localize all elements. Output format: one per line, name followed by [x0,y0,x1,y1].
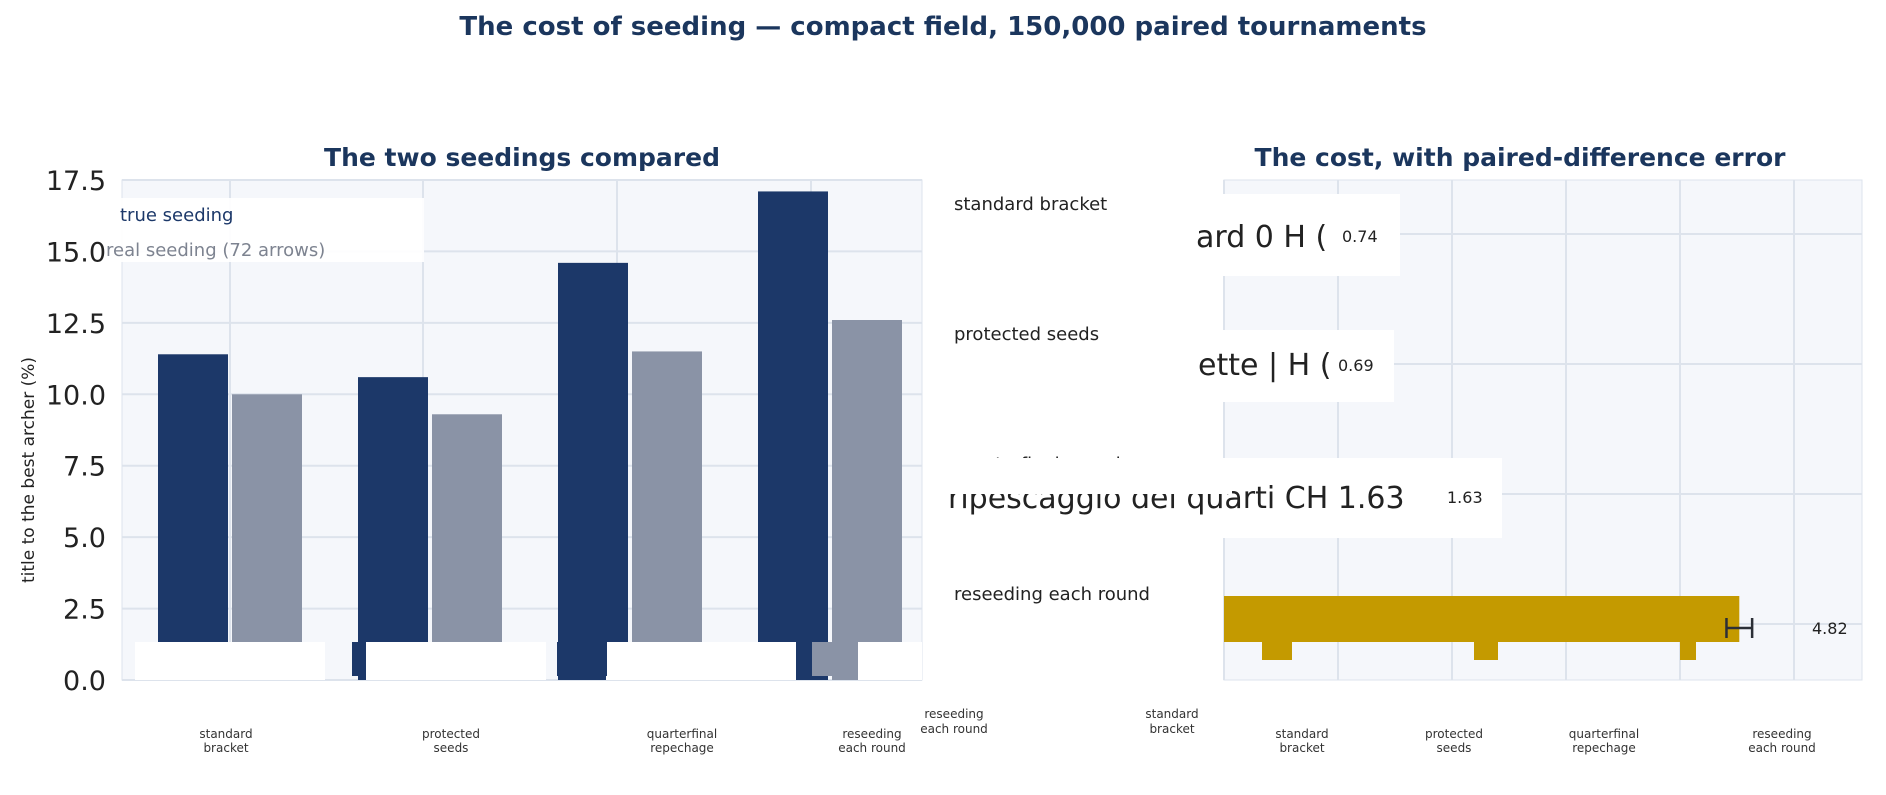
overlay-label-standard: ard 0 H ( [1196,220,1327,255]
left-occluder [606,642,796,680]
left-ytick-label: 5.0 [63,523,106,554]
overlay-label-box [1190,330,1394,402]
bar-real-seeding [232,394,302,680]
right-row-label: standard bracket [954,194,1107,215]
left-ytick-label: 10.0 [46,380,106,411]
left-category-label: reseeding each round [838,727,906,755]
cost-bar-stub [1474,642,1498,660]
cost-bar-stub [1680,642,1696,660]
right-category-label: protected seeds [1425,727,1483,755]
left-bar-stub [557,642,607,676]
cost-bar-reseeding [1224,596,1740,642]
stray-label: reseeding each round [920,707,988,736]
bar-true-seeding [358,377,428,680]
bar-true-seeding [158,354,228,680]
left-ytick-label: 17.5 [46,166,106,197]
left-bar-stub [812,642,856,676]
overlay-label-box [1190,194,1400,276]
left-category-label: protected seeds [422,727,480,755]
left-ytick-label: 2.5 [63,595,106,626]
legend-true-seeding: true seeding [120,205,233,226]
stray-label: standard bracket [1145,707,1198,736]
bar-true-seeding [758,191,828,680]
left-category-label: quarterfinal repechage [647,727,717,755]
left-bar-stub [797,642,807,676]
left-occluder [366,642,546,680]
left-occluder [135,642,325,680]
left-subplot-title: The two seedings compared [324,143,720,172]
left-bar-stub [352,642,366,676]
left-ylabel: title to the best archer (%) [19,357,39,583]
cost-value-label: 0.69 [1338,356,1374,375]
left-occluder [858,642,922,680]
legend-box [114,198,424,262]
figure-title: The cost of seeding — compact field, 150… [459,12,1427,42]
right-category-label: quarterfinal repechage [1569,727,1639,755]
right-row-label: protected seeds [954,324,1099,345]
right-subplot-title: The cost, with paired-difference error [1255,143,1787,172]
bar-real-seeding [432,414,502,680]
overlay-occluder [940,458,1232,494]
left-ytick-label: 12.5 [46,309,106,340]
overlay-label-protected: ette | H ( [1198,348,1331,383]
legend-real-seeding: real seeding (72 arrows) [106,240,325,261]
left-ytick-label: 15.0 [46,237,106,268]
cost-value-label: 0.74 [1342,227,1378,246]
bar-real-seeding [832,320,902,680]
right-category-label: standard bracket [1275,727,1328,755]
left-category-label: standard bracket [199,727,252,755]
cost-value-label: 4.82 [1812,619,1848,638]
left-ytick-label: 7.5 [63,452,106,483]
bar-real-seeding [632,351,702,680]
cost-bar-stub [1262,642,1292,660]
left-ytick-label: 0.0 [63,666,106,697]
right-row-label: reseeding each round [954,584,1150,605]
bar-true-seeding [558,262,628,680]
right-category-label: reseeding each round [1748,727,1816,755]
cost-value-label: 1.63 [1447,488,1483,507]
